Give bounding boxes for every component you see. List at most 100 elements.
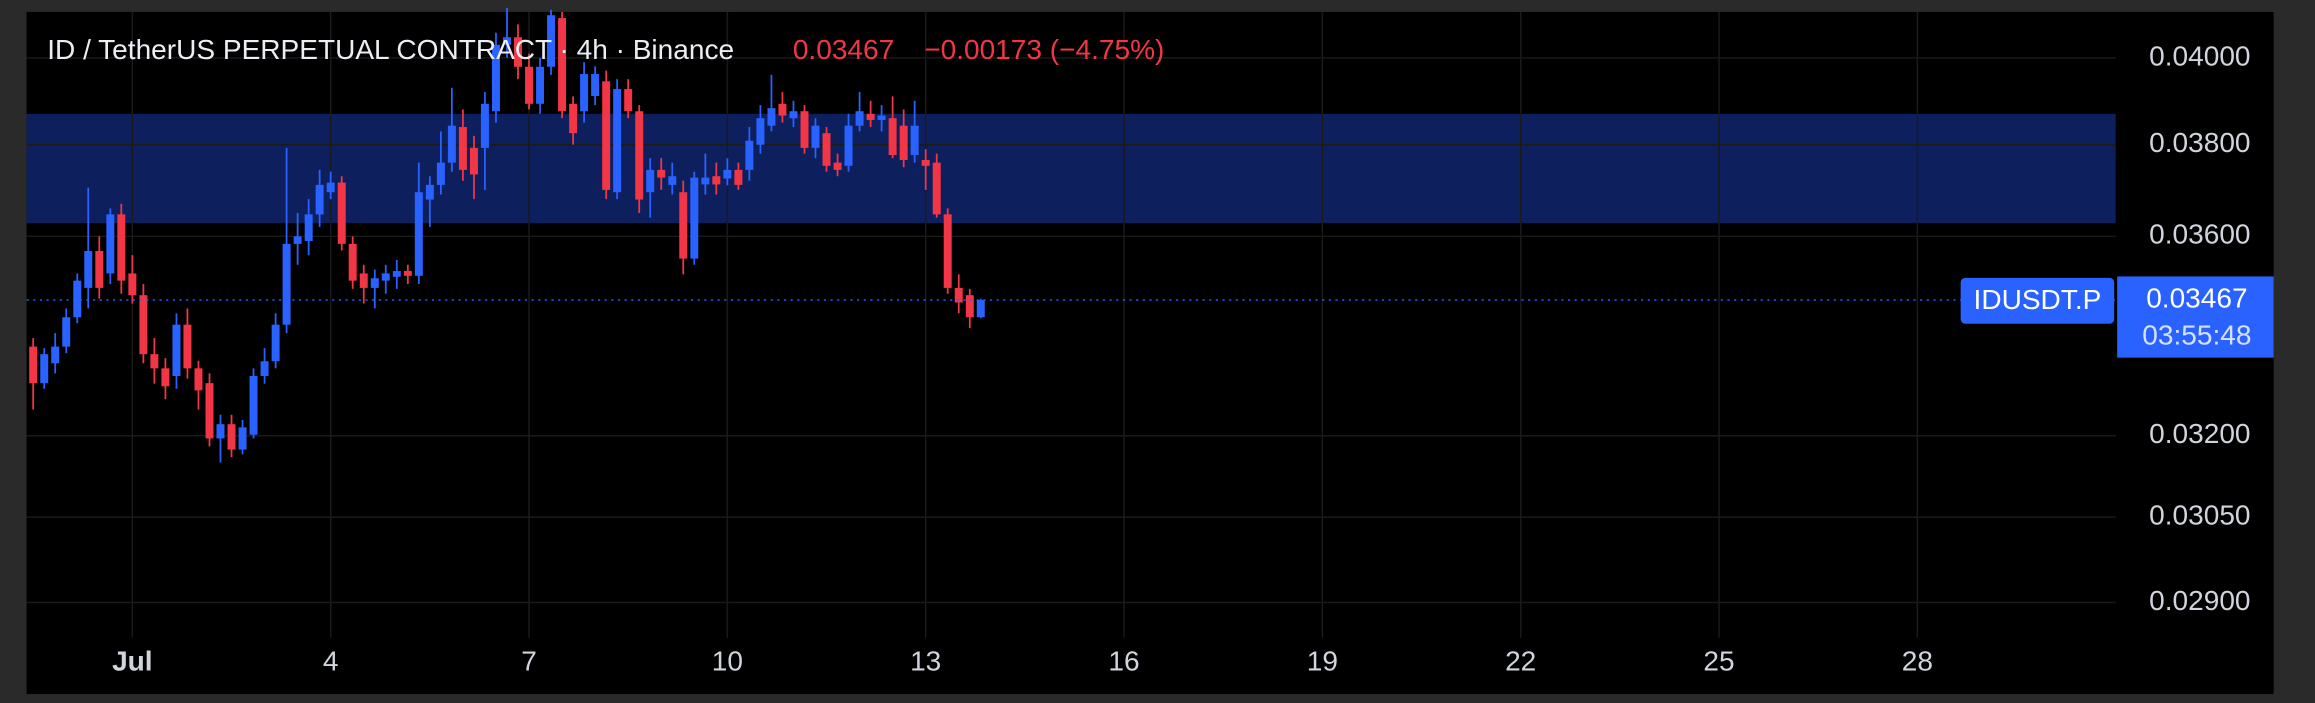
candle-body: [976, 300, 985, 318]
candle-body: [216, 424, 225, 439]
price-zone: [26, 113, 2116, 224]
x-tick-label: Jul: [112, 645, 153, 676]
candle-body: [833, 162, 842, 170]
candle-body: [249, 375, 258, 435]
candle-body: [591, 74, 600, 96]
candle-body: [899, 125, 908, 160]
candle-body: [84, 250, 93, 288]
candle-body: [866, 113, 875, 120]
candle-body: [381, 273, 390, 281]
candle-body: [965, 295, 974, 318]
candle-body: [447, 125, 456, 163]
candle-body: [271, 324, 280, 362]
candle-body: [315, 184, 324, 215]
candle-body: [822, 133, 831, 166]
candle-body: [73, 280, 82, 318]
candle-body: [117, 214, 126, 281]
candle-body: [635, 111, 644, 200]
x-tick-label: 13: [910, 645, 941, 676]
candle-body: [668, 176, 677, 185]
candle-body: [536, 66, 545, 104]
candle-body: [414, 192, 423, 276]
candle-body: [932, 162, 941, 215]
candle-body: [139, 295, 148, 355]
candle-body: [954, 287, 963, 303]
chart-title: ID / TetherUS PERPETUAL CONTRACT · 4h · …: [47, 34, 734, 65]
candle-body: [260, 361, 269, 376]
candle-body: [161, 368, 170, 387]
candle-body: [613, 89, 622, 193]
candle-body: [701, 177, 710, 185]
candle-body: [106, 214, 115, 274]
y-tick-label: 0.03050: [2149, 500, 2250, 531]
plot-layer: 0.02900 0.03050 0.03200 0.03600 0.03800 0.040…: [26, 7, 2274, 676]
candle-body: [855, 111, 864, 126]
candle-body: [690, 177, 699, 259]
candle-body: [767, 108, 776, 126]
candle-body: [811, 125, 820, 148]
candle-body: [844, 125, 853, 166]
candle-body: [943, 214, 952, 288]
candle-body: [745, 140, 754, 170]
candle-body: [95, 250, 104, 288]
candle-body: [183, 324, 192, 369]
candle-body: [624, 89, 633, 112]
candle-body: [326, 182, 335, 193]
candle-body: [723, 169, 732, 179]
candle-body: [359, 273, 368, 288]
candle-body: [469, 147, 478, 175]
candle-body: [150, 354, 159, 369]
candle-body: [778, 103, 787, 116]
candle-body: [227, 424, 236, 450]
price-badge: [2117, 276, 2274, 358]
candle-body: [580, 74, 589, 112]
candle-body: [282, 243, 291, 325]
candle-body: [194, 368, 203, 391]
candle-body: [679, 192, 688, 259]
candle-body: [172, 324, 181, 376]
candle-body: [436, 162, 445, 185]
candle-body: [337, 182, 346, 244]
candle-body: [293, 236, 302, 244]
candle-body: [403, 271, 412, 276]
price-label: 0.03467: [2146, 282, 2247, 313]
candle-body: [756, 118, 765, 145]
x-tick-label: 28: [1902, 645, 1933, 676]
candle-body: [425, 184, 434, 200]
candle-body: [888, 118, 897, 156]
candle-body: [370, 278, 379, 288]
x-tick-label: 25: [1703, 645, 1734, 676]
symbol-badge: [1960, 277, 2115, 324]
candle-body: [51, 346, 60, 364]
candle-body: [29, 346, 38, 384]
candle-body: [348, 243, 357, 281]
candle-body: [205, 383, 214, 439]
candle-body: [569, 103, 578, 134]
x-tick-label: 4: [323, 645, 339, 676]
x-tick-label: 19: [1307, 645, 1338, 676]
x-tick-label: 7: [521, 645, 537, 676]
candle-body: [503, 37, 511, 45]
y-tick-label: 0.03800: [2149, 127, 2250, 158]
y-tick-label: 0.02900: [2149, 585, 2250, 616]
candle-body: [921, 159, 930, 166]
candle-body: [646, 169, 655, 193]
candle-body: [789, 111, 798, 119]
candle-body: [734, 169, 743, 185]
y-tick-label: 0.03600: [2149, 219, 2250, 250]
candle-body: [712, 176, 721, 185]
x-tick-label: 16: [1108, 645, 1139, 676]
candle-body: [62, 317, 71, 347]
y-tick-label: 0.03200: [2149, 418, 2250, 449]
candle-body: [525, 66, 534, 104]
candle-body: [40, 354, 49, 384]
candle-body: [877, 115, 886, 120]
x-tick-label: 22: [1505, 645, 1536, 676]
candle-body: [392, 271, 401, 277]
candle-body: [800, 111, 809, 148]
candle-body: [558, 18, 567, 112]
candle-body: [602, 81, 611, 190]
candle-body: [304, 214, 313, 242]
